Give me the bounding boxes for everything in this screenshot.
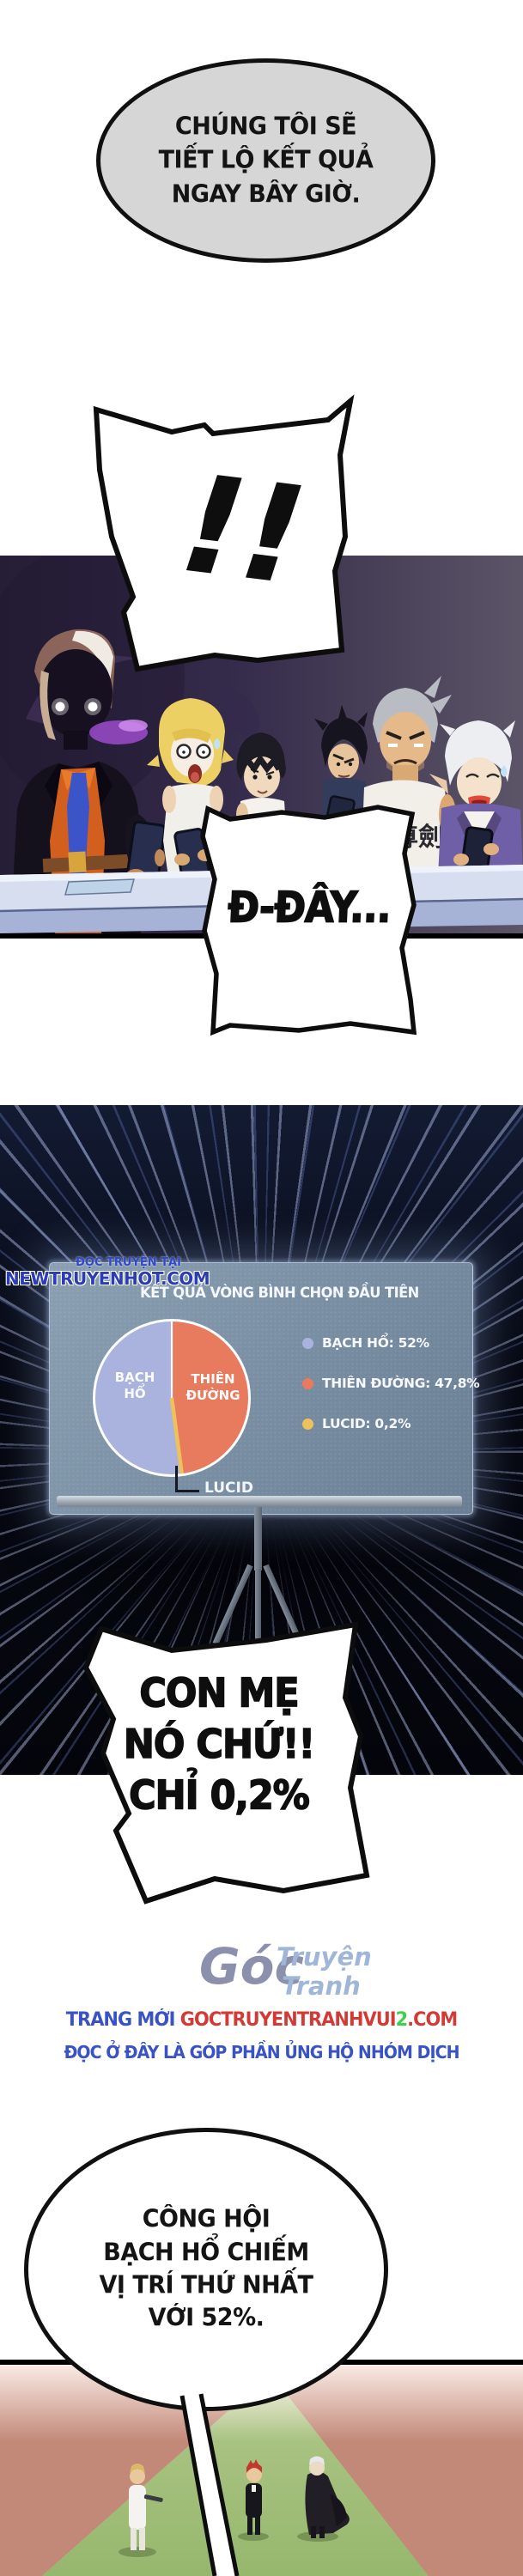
promo-site-line: TRANG MỚI GOCTRUYENTRANHVUI2.COM xyxy=(13,2009,510,2031)
legend-label: LUCID: 0,2% xyxy=(322,1416,411,1431)
pie-label-bach-ho: BẠCH HỔ xyxy=(114,1370,155,1401)
lucid-callout-line xyxy=(175,1490,199,1492)
legend-row: LUCID: 0,2% xyxy=(302,1416,479,1431)
result-line-2: BẠCH HỔ CHIẾM xyxy=(103,2238,309,2267)
promo-support-line: ĐỌC Ở ĐÂY LÀ GÓP PHẦN ỦNG HỘ NHÓM DỊCH xyxy=(64,2042,459,2063)
character-cloaked xyxy=(297,2456,350,2542)
result-line-1: CÔNG HỘI xyxy=(142,2205,271,2234)
speech-bubble-exclaim xyxy=(93,394,355,672)
speech-bubble-announce: CHÚNG TÔI SẼ TIẾT LỘ KẾT QUẢ NGAY BÂY GI… xyxy=(96,58,435,263)
glowing-eyes-icon xyxy=(52,698,101,715)
translator-logo-tranh: Tranh xyxy=(282,1971,361,2001)
lucid-callout-line xyxy=(175,1466,178,1492)
sweat-drop-icon xyxy=(214,738,221,750)
stammer-text: Đ-ĐÂY... xyxy=(226,883,392,933)
tv-stand-pole xyxy=(254,1507,262,1571)
lucid-callout-label: LUCID xyxy=(204,1479,253,1497)
legend-dot xyxy=(302,1337,313,1349)
tv-frame-bottom xyxy=(57,1496,462,1507)
watermark-line-1: ĐỌC TRUYỆN TẠI xyxy=(76,1256,181,1269)
chart-legend: BẠCH HỔ: 52% THIÊN ĐƯỜNG: 47,8% LUCID: 0… xyxy=(302,1335,480,1456)
watermark-line-2: NEWTRUYENHOT.COM xyxy=(5,1268,210,1289)
curse-text: CON MẸ NÓ CHỨ!! CHỈ 0,2% xyxy=(123,1670,316,1820)
announce-line-3: NGAY BÂY GIỜ. xyxy=(171,179,361,209)
character-white-suit xyxy=(119,2464,163,2557)
legend-row: THIÊN ĐƯỜNG: 47,8% xyxy=(302,1376,480,1391)
speech-bubble-curse xyxy=(82,1621,370,1905)
legend-label: THIÊN ĐƯỜNG: 47,8% xyxy=(322,1376,480,1391)
promo-prefix: TRANG MỚI xyxy=(65,2009,180,2031)
result-line-3: VỊ TRÍ THỨ NHẤT xyxy=(99,2271,313,2300)
result-line-4: VỚI 52%. xyxy=(148,2304,265,2333)
elf-ear-icon xyxy=(429,774,448,794)
announce-line-1: CHÚNG TÔI SẼ xyxy=(174,112,357,142)
speech-bubble-result: CÔNG HỘI BẠCH HỔ CHIẾM VỊ TRÍ THỨ NHẤT V… xyxy=(24,2128,388,2411)
pie-label-thien-duong: THIÊN ĐƯỜNG xyxy=(185,1371,240,1403)
translator-logo-goc: Góc xyxy=(199,1937,304,1996)
promo-site-tld: .COM xyxy=(407,2009,458,2031)
translator-logo-truyen: Truyện xyxy=(277,1942,372,1971)
character-elf xyxy=(429,720,523,879)
legend-row: BẠCH HỔ: 52% xyxy=(302,1335,479,1351)
chart-title: KẾT QUẢ VÒNG BÌNH CHỌN ĐẦU TIÊN xyxy=(140,1285,419,1302)
announce-line-2: TIẾT LỘ KẾT QUẢ xyxy=(158,146,374,175)
speech-bubble-tail xyxy=(179,2393,240,2576)
field-characters xyxy=(119,2456,350,2557)
legend-dot xyxy=(302,1377,313,1389)
legend-label: BẠCH HỔ: 52% xyxy=(322,1335,429,1351)
legend-dot xyxy=(302,1418,313,1430)
exclaim-text: !! xyxy=(173,445,313,615)
pie-slice-borders xyxy=(169,1321,184,1474)
character-red-hair xyxy=(238,2459,269,2541)
tv-stand-leg xyxy=(255,1569,261,1648)
promo-site-name: GOCTRUYENTRANHVUI xyxy=(179,2009,397,2031)
speech-bubble-stammer xyxy=(200,805,417,1036)
promo-site-number: 2 xyxy=(395,2009,409,2031)
